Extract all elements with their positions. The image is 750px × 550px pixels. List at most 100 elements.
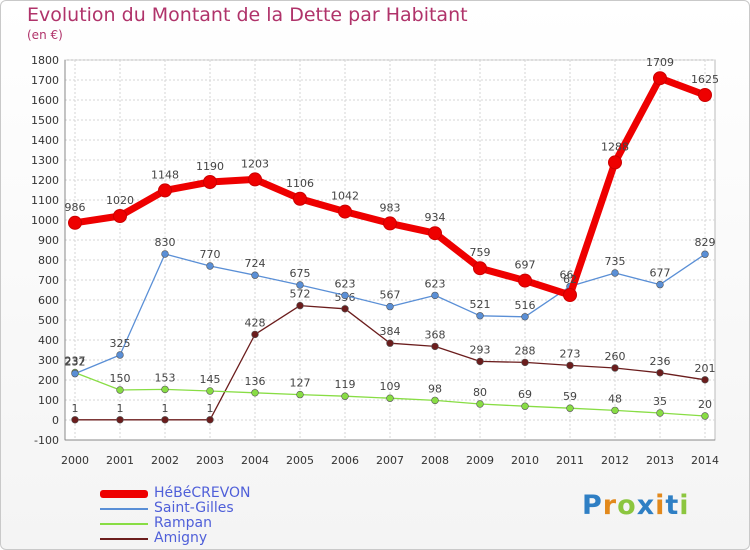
x-tick-label: 2012 — [601, 454, 629, 467]
data-label-rampan: 20 — [698, 398, 712, 411]
data-label-saint-gilles: 521 — [470, 298, 491, 311]
data-point-saint-gilles — [701, 250, 709, 258]
data-label-rampan: 35 — [653, 395, 667, 408]
data-label-amigny: 236 — [650, 355, 671, 368]
data-label-h-b-crevon: 986 — [65, 201, 86, 214]
data-point-rampan — [116, 386, 124, 394]
data-point-saint-gilles — [71, 369, 79, 378]
logo-letter: t — [665, 490, 680, 521]
data-label-h-b-crevon: 1106 — [286, 177, 314, 190]
logo-letter: o — [617, 490, 637, 521]
logo-letter: r — [602, 490, 618, 521]
data-point-saint-gilles — [341, 291, 349, 300]
x-tick-label: 2013 — [646, 454, 674, 467]
data-label-h-b-crevon: 983 — [380, 201, 401, 214]
data-point-amigny — [71, 416, 79, 424]
data-label-saint-gilles: 735 — [605, 255, 626, 268]
data-point-h-b-crevon — [203, 175, 217, 189]
data-point-amigny — [161, 416, 169, 424]
y-tick-label: 1800 — [31, 54, 59, 67]
x-tick-label: 2010 — [511, 454, 539, 467]
data-point-amigny — [386, 339, 394, 347]
data-point-rampan — [296, 390, 304, 399]
data-point-saint-gilles — [206, 262, 214, 270]
data-label-h-b-crevon: 1625 — [691, 73, 719, 86]
data-label-amigny: 293 — [470, 343, 491, 356]
data-label-amigny: 1 — [117, 402, 124, 415]
y-tick-label: 1400 — [31, 134, 59, 147]
data-label-saint-gilles: 677 — [650, 267, 671, 280]
data-point-rampan — [206, 387, 214, 395]
y-tick-label: 500 — [38, 314, 59, 327]
data-label-saint-gilles: 516 — [515, 299, 536, 312]
y-tick-label: 1600 — [31, 94, 59, 107]
data-label-rampan: 109 — [380, 380, 401, 393]
data-label-rampan: 119 — [335, 378, 356, 391]
data-point-amigny — [431, 342, 439, 351]
data-point-h-b-crevon — [68, 215, 82, 230]
data-point-h-b-crevon — [473, 261, 487, 276]
data-point-rampan — [611, 406, 619, 415]
data-point-saint-gilles — [116, 351, 124, 359]
data-point-amigny — [476, 357, 484, 366]
x-tick-label: 2005 — [286, 454, 314, 467]
data-label-rampan: 136 — [245, 375, 266, 388]
data-label-rampan: 98 — [428, 382, 442, 395]
data-label-h-b-crevon: 62 — [563, 273, 577, 286]
data-label-saint-gilles: 724 — [245, 257, 266, 270]
data-label-h-b-crevon: 1288 — [601, 140, 629, 153]
data-point-h-b-crevon — [158, 183, 172, 198]
y-tick-label: 100 — [38, 394, 59, 407]
data-point-amigny — [566, 361, 574, 370]
data-label-h-b-crevon: 1190 — [196, 160, 224, 173]
data-label-rampan: 145 — [200, 373, 221, 386]
data-point-h-b-crevon — [428, 226, 442, 241]
data-point-h-b-crevon — [248, 172, 262, 187]
data-point-amigny — [701, 376, 709, 384]
data-point-amigny — [341, 305, 349, 313]
y-tick-label: 600 — [38, 294, 59, 307]
y-tick-label: 300 — [38, 354, 59, 367]
data-label-amigny: 384 — [380, 325, 401, 338]
data-label-saint-gilles: 325 — [110, 337, 131, 350]
legend-label-amigny: Amigny — [154, 530, 208, 546]
y-tick-label: 1000 — [31, 214, 59, 227]
data-label-rampan: 59 — [563, 390, 577, 403]
y-tick-label: 700 — [38, 274, 59, 287]
data-point-h-b-crevon — [113, 209, 127, 223]
legend-item-amigny: Amigny — [100, 531, 251, 546]
x-tick-label: 2002 — [151, 454, 179, 467]
x-tick-label: 2006 — [331, 454, 359, 467]
legend: HéBéCREVON Saint-Gilles Rampan Amigny — [100, 486, 251, 546]
data-point-rampan — [566, 404, 574, 412]
data-point-h-b-crevon — [293, 191, 307, 206]
legend-swatch-rampan — [100, 522, 148, 525]
data-point-rampan — [521, 402, 529, 410]
data-label-amigny: 201 — [695, 362, 716, 375]
data-point-saint-gilles — [431, 291, 439, 300]
data-point-rampan — [476, 400, 484, 408]
data-point-rampan — [656, 409, 664, 417]
data-point-rampan — [431, 396, 439, 405]
data-label-saint-gilles: 232 — [65, 356, 86, 369]
data-label-h-b-crevon: 1203 — [241, 157, 269, 170]
legend-item-saint-gilles: Saint-Gilles — [100, 501, 251, 516]
data-label-amigny: 260 — [605, 350, 626, 363]
data-point-saint-gilles — [251, 271, 259, 279]
logo-letter: x — [636, 490, 656, 521]
data-label-amigny: 1 — [72, 402, 79, 415]
data-point-amigny — [296, 301, 304, 310]
legend-item-hebecrevon: HéBéCREVON — [100, 486, 251, 501]
y-tick-label: 1200 — [31, 174, 59, 187]
data-label-rampan: 150 — [110, 372, 131, 385]
x-tick-label: 2011 — [556, 454, 584, 467]
y-tick-label: 0 — [52, 414, 59, 427]
legend-swatch-saint-gilles — [100, 507, 148, 510]
data-point-amigny — [116, 416, 124, 424]
y-tick-label: 1100 — [31, 194, 59, 207]
logo-letter: i — [655, 490, 666, 521]
data-point-amigny — [251, 330, 259, 339]
data-point-rampan — [386, 394, 394, 402]
data-point-saint-gilles — [296, 281, 304, 289]
